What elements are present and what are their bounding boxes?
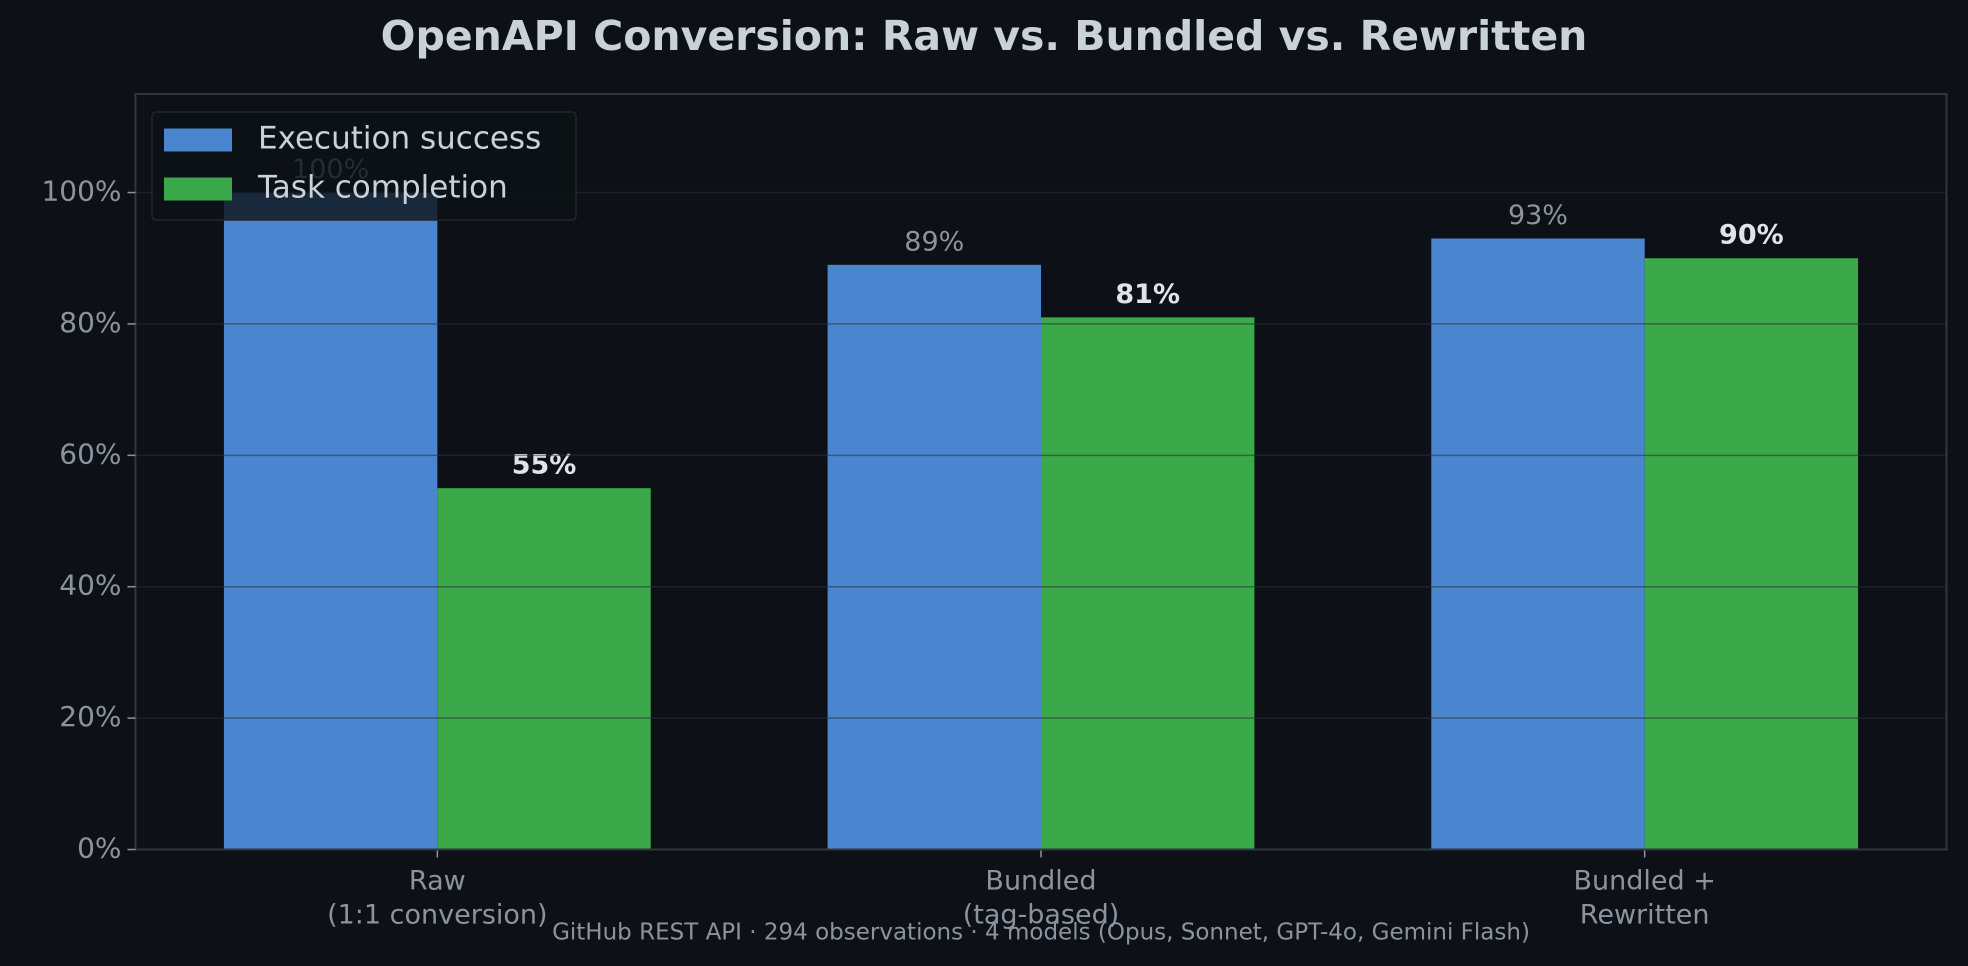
- value-label: 89%: [904, 226, 964, 257]
- x-tick-label: Raw: [409, 866, 466, 897]
- x-tick-label: Bundled +: [1573, 866, 1715, 897]
- bar: [1431, 238, 1645, 850]
- bar: [1644, 258, 1859, 850]
- y-tick-label: 40%: [59, 569, 121, 602]
- value-label: 55%: [512, 450, 577, 481]
- legend-label: Execution success: [258, 121, 541, 157]
- chart-title: OpenAPI Conversion: Raw vs. Bundled vs. …: [381, 12, 1588, 60]
- legend-swatch: [164, 128, 232, 152]
- value-label: 90%: [1719, 220, 1784, 251]
- bar: [1041, 317, 1255, 850]
- y-tick-label: 100%: [41, 175, 121, 208]
- bar: [223, 192, 438, 850]
- y-tick-label: 60%: [59, 437, 121, 470]
- footnote: GitHub REST API · 294 observations · 4 m…: [552, 920, 1530, 946]
- y-tick-label: 20%: [59, 700, 121, 733]
- y-tick-label: 80%: [59, 306, 121, 339]
- legend-swatch: [164, 177, 232, 201]
- x-tick-label: Rewritten: [1580, 900, 1710, 931]
- legend-label: Task completion: [257, 170, 508, 206]
- value-label: 93%: [1508, 200, 1568, 231]
- bar: [437, 488, 651, 850]
- bar: [827, 264, 1041, 850]
- legend-box: [151, 111, 577, 221]
- y-tick-label: 0%: [77, 832, 121, 865]
- x-tick-label: (tag-based): [963, 900, 1120, 931]
- value-label: 81%: [1115, 279, 1180, 310]
- x-tick-label: Bundled: [985, 866, 1096, 897]
- x-tick-label: (1:1 conversion): [327, 900, 547, 931]
